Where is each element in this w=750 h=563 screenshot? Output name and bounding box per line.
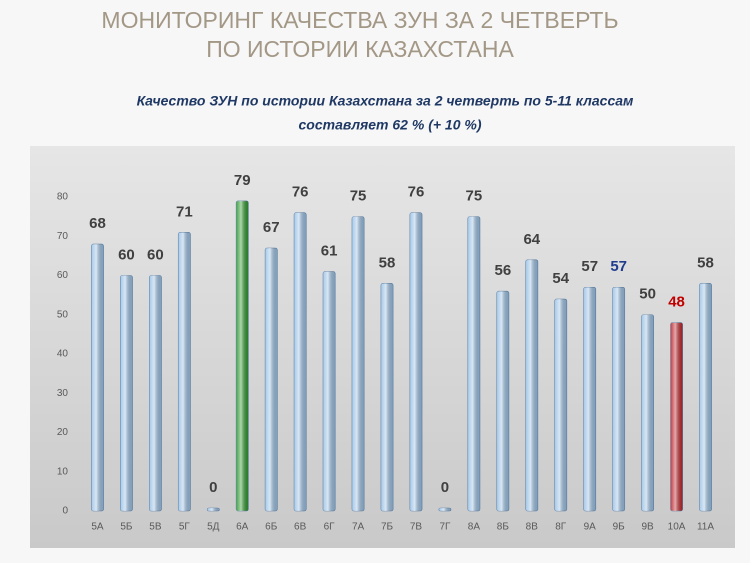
x-tick-label: 6Г [324, 522, 336, 533]
x-tick-label: 6А [236, 522, 249, 533]
y-tick-label: 0 [62, 506, 68, 517]
x-tick-label: 10А [668, 522, 686, 533]
subtitle: составляет 62 % (+ 10 %) [299, 117, 482, 133]
x-tick-label: 5Д [207, 522, 220, 533]
bar-shine [149, 275, 162, 511]
bar-shine [265, 248, 278, 511]
y-tick-label: 20 [57, 427, 69, 438]
title: МОНИТОРИНГ КАЧЕСТВА ЗУН ЗА 2 ЧЕТВЕРТЬ [101, 7, 618, 33]
bar-shine [207, 508, 220, 511]
value-label: 0 [209, 479, 217, 496]
x-tick-label: 9Б [613, 522, 626, 533]
bar-shine [496, 291, 509, 511]
x-tick-label: 8А [468, 522, 481, 533]
bar-shine [438, 508, 452, 511]
value-label: 0 [441, 479, 449, 496]
value-label: 71 [176, 203, 193, 220]
y-tick-label: 80 [57, 192, 69, 203]
value-label: 56 [494, 262, 511, 279]
value-label: 48 [668, 294, 685, 311]
x-tick-label: 5А [91, 522, 104, 533]
value-label: 75 [466, 188, 483, 205]
x-tick-label: 7А [352, 522, 365, 533]
subtitle: Качество ЗУН по истории Казахстана за 2 … [137, 93, 634, 109]
value-label: 57 [610, 258, 627, 275]
bar-shine [641, 314, 654, 511]
value-label: 76 [292, 184, 309, 201]
bar-shine [351, 216, 365, 511]
x-tick-label: 6Б [265, 522, 278, 533]
x-tick-label: 8В [526, 522, 539, 533]
value-label: 79 [234, 172, 251, 189]
value-label: 58 [379, 254, 396, 271]
bar-shine [178, 232, 191, 511]
bar-shine [612, 287, 625, 511]
y-tick-label: 50 [57, 309, 69, 320]
bar-shine [670, 322, 683, 511]
bar-shine [91, 244, 104, 511]
bar-shine [380, 283, 394, 511]
x-tick-label: 5В [149, 522, 162, 533]
value-label: 50 [639, 286, 656, 303]
value-label: 67 [263, 219, 280, 236]
bar-shine [467, 216, 480, 511]
bar-shine [294, 212, 307, 511]
x-tick-label: 8Б [497, 522, 510, 533]
value-label: 64 [523, 231, 540, 248]
value-label: 60 [147, 246, 164, 263]
bar-shine [120, 275, 133, 511]
y-tick-label: 70 [57, 231, 69, 242]
value-label: 58 [697, 254, 714, 271]
value-label: 57 [581, 258, 598, 275]
x-tick-label: 9А [584, 522, 597, 533]
x-tick-label: 11А [697, 522, 714, 533]
x-tick-label: 8Г [555, 522, 567, 533]
value-label: 68 [89, 215, 106, 232]
value-label: 75 [350, 188, 367, 205]
bar-shine [583, 287, 596, 511]
x-tick-label: 7Б [381, 522, 394, 533]
title: ПО ИСТОРИИ КАЗАХСТАНА [206, 36, 514, 62]
bar-shine [409, 212, 423, 511]
value-label: 61 [321, 243, 338, 260]
x-tick-label: 6В [294, 522, 307, 533]
value-label: 54 [552, 270, 569, 287]
x-tick-label: 5Г [179, 522, 191, 533]
x-tick-label: 5Б [120, 522, 133, 533]
bar-shine [554, 299, 567, 511]
y-tick-label: 10 [57, 466, 69, 477]
value-label: 76 [408, 184, 425, 201]
y-tick-label: 40 [57, 349, 69, 360]
y-tick-label: 60 [57, 270, 69, 281]
x-tick-label: 7В [410, 522, 423, 533]
x-tick-label: 9В [641, 522, 654, 533]
bar-shine [323, 271, 336, 511]
y-tick-label: 30 [57, 388, 69, 399]
bar-shine [525, 259, 538, 511]
x-tick-label: 7Г [439, 522, 451, 533]
bar-shine [236, 200, 249, 512]
bar-shine [699, 283, 712, 511]
value-label: 60 [118, 246, 135, 263]
